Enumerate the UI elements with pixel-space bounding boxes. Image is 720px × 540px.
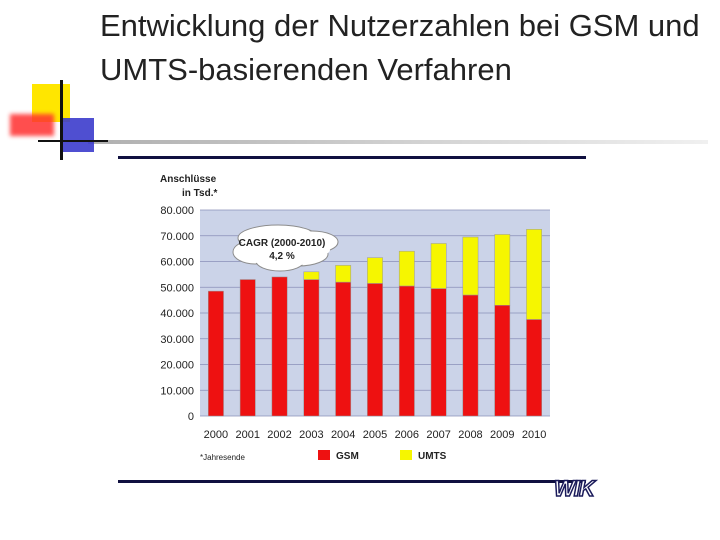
cagr-annotation-line-1: CAGR (2000-2010) xyxy=(239,238,326,249)
y-axis-label-line-1: Anschlüsse xyxy=(160,174,217,185)
slide-title: Entwicklung der Nutzerzahlen bei GSM und… xyxy=(100,8,700,87)
bar-umts-2010 xyxy=(526,229,542,320)
bar-gsm-2006 xyxy=(398,285,415,417)
y-tick-label: 0 xyxy=(188,411,194,423)
cagr-annotation-line-2: 4,2 % xyxy=(269,251,295,262)
legend-gsm-swatch xyxy=(318,450,330,460)
x-tick-label: 2003 xyxy=(299,429,323,441)
bar-umts-2004 xyxy=(335,265,352,283)
legend-umts-label: UMTS xyxy=(418,451,447,462)
x-tick-label: 2002 xyxy=(267,429,291,441)
y-tick-label: 20.000 xyxy=(160,360,194,372)
wik-logo: WIK xyxy=(553,475,595,502)
y-tick-label: 80.000 xyxy=(160,205,194,217)
bar-gsm-2010 xyxy=(526,319,542,417)
bar-gsm-2008 xyxy=(462,294,479,417)
x-tick-label: 2007 xyxy=(426,429,450,441)
vertical-line-decoration xyxy=(60,80,63,160)
y-axis-label-line-2: in Tsd.* xyxy=(182,188,217,199)
x-tick-label: 2006 xyxy=(395,429,419,441)
blue-square-decoration xyxy=(60,118,94,152)
bar-gsm-2002 xyxy=(271,276,288,417)
bar-gsm-2004 xyxy=(335,281,352,417)
x-tick-label: 2000 xyxy=(204,429,228,441)
bar-umts-2005 xyxy=(367,257,383,284)
y-tick-label: 50.000 xyxy=(160,282,194,294)
x-tick-label: 2001 xyxy=(235,429,259,441)
legend-umts-swatch xyxy=(400,450,412,460)
bar-chart: Anschlüsse in Tsd.* 0 10.000 20.000 30.000 4… xyxy=(160,174,550,462)
bar-umts-2006 xyxy=(398,250,415,287)
chart-top-rule xyxy=(118,156,586,159)
y-tick-label: 30.000 xyxy=(160,334,194,346)
cagr-annotation: CAGR (2000-2010) 4,2 % xyxy=(232,224,339,272)
bar-umts-2009 xyxy=(494,234,511,306)
bar-umts-2008 xyxy=(462,236,479,296)
x-tick-label: 2008 xyxy=(458,429,482,441)
y-tick-label: 40.000 xyxy=(160,308,194,320)
legend-gsm-label: GSM xyxy=(336,451,359,462)
horizontal-line-decoration xyxy=(38,140,108,142)
bar-gsm-2007 xyxy=(430,288,447,417)
y-tick-label: 70.000 xyxy=(160,231,194,243)
y-tick-label: 10.000 xyxy=(160,385,194,397)
chart-footnote: *Jahresende xyxy=(200,453,245,462)
y-tick-label: 60.000 xyxy=(160,257,194,269)
title-underline-decoration xyxy=(88,140,708,144)
red-bar-decoration xyxy=(10,114,54,136)
x-tick-label: 2009 xyxy=(490,429,514,441)
bar-gsm-2001 xyxy=(239,279,256,417)
bar-gsm-2009 xyxy=(494,305,511,417)
x-tick-label: 2005 xyxy=(363,429,387,441)
bar-gsm-2005 xyxy=(367,283,383,417)
bar-umts-2003 xyxy=(303,271,320,280)
x-tick-label: 2010 xyxy=(522,429,546,441)
x-tick-label: 2004 xyxy=(331,429,355,441)
bar-umts-2007 xyxy=(430,243,447,289)
bar-gsm-2000 xyxy=(208,290,224,417)
bar-gsm-2003 xyxy=(303,279,320,417)
chart-bottom-rule xyxy=(118,480,586,483)
